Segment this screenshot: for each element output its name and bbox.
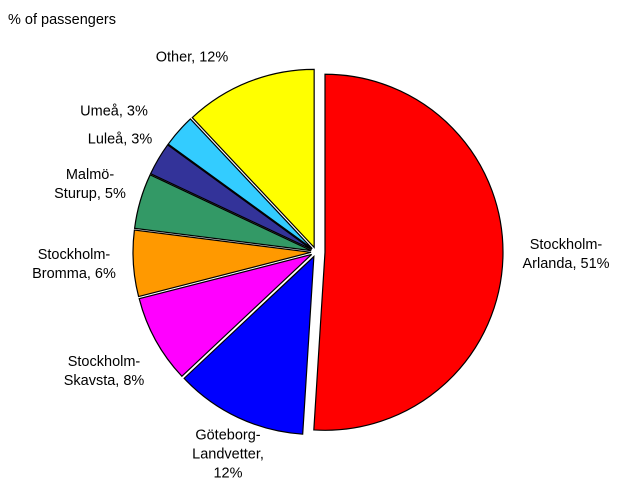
pie-slice bbox=[149, 143, 313, 250]
pie-slice bbox=[138, 253, 313, 378]
slice-label: Malmö-Sturup, 5% bbox=[54, 167, 126, 202]
pie-slice bbox=[313, 73, 504, 431]
slice-label: Umeå, 3% bbox=[80, 103, 148, 120]
slice-label: Stockholm-Skavsta, 8% bbox=[63, 354, 145, 389]
slice-label: Luleå, 3% bbox=[87, 131, 153, 148]
pie-slice bbox=[191, 68, 315, 249]
slice-label: Göteborg-Landvetter, 12% bbox=[192, 427, 264, 482]
slice-label: Stockholm-Bromma, 6% bbox=[32, 247, 116, 282]
pie-slice bbox=[132, 229, 312, 298]
pie-slice bbox=[183, 255, 315, 435]
pie-slice bbox=[167, 118, 313, 250]
subtitle: % of passengers bbox=[8, 12, 117, 28]
slice-label: Stockholm-Arlanda, 51% bbox=[522, 237, 610, 272]
pie-slice bbox=[133, 174, 312, 252]
slice-label: Other, 12% bbox=[155, 49, 229, 66]
